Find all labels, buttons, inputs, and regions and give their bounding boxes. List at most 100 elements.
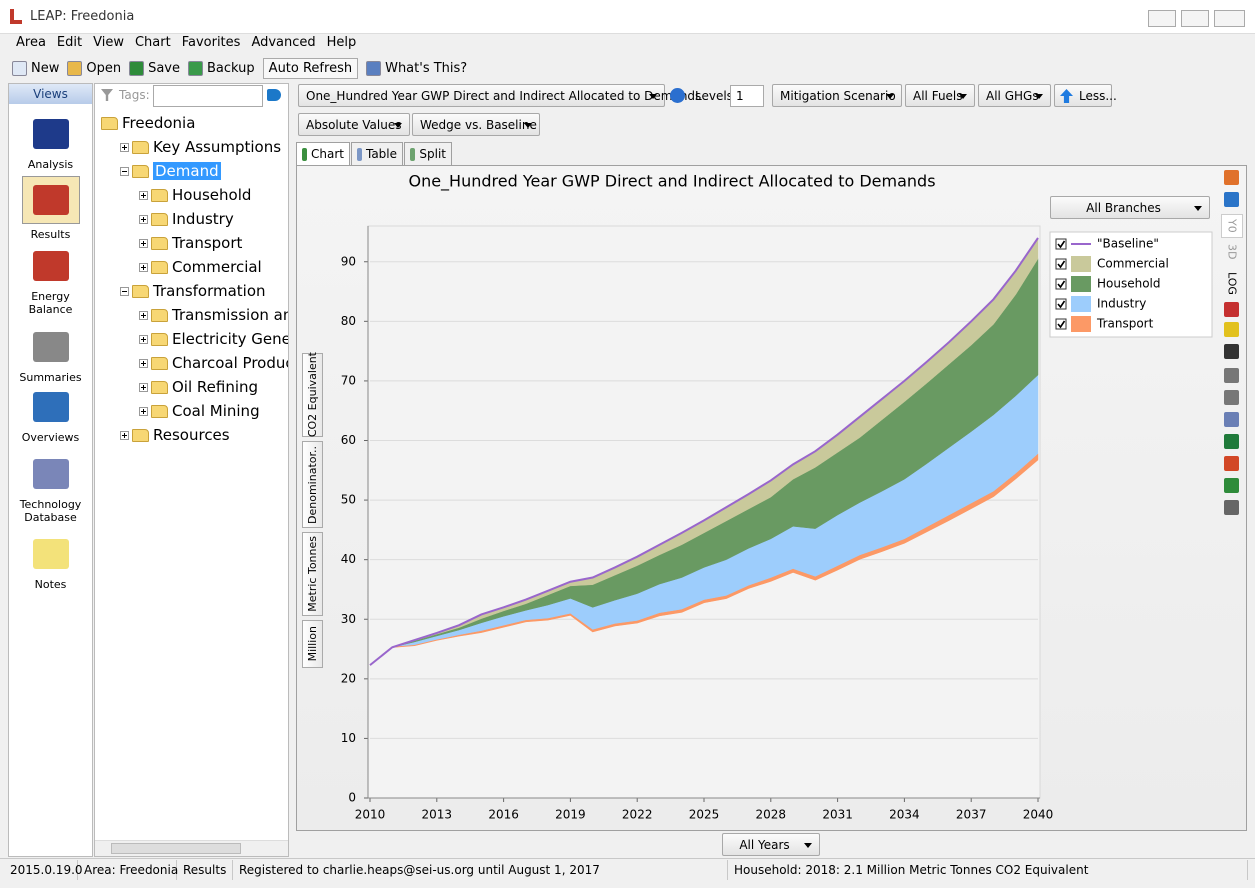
tags-input[interactable] (153, 85, 263, 107)
minimize-button[interactable] (1148, 10, 1176, 27)
expand-box[interactable] (139, 359, 148, 368)
tool-icon[interactable] (1224, 434, 1239, 449)
fuels-dropdown[interactable]: All Fuels (905, 84, 975, 107)
tool-icon[interactable] (1224, 478, 1239, 493)
expand-box[interactable] (139, 191, 148, 200)
x-tick-label: 2040 (1023, 808, 1054, 822)
help-icon[interactable] (670, 88, 685, 103)
scenario-dropdown[interactable]: Mitigation Scenario (772, 84, 902, 107)
expand-box[interactable] (139, 239, 148, 248)
comparison-dropdown[interactable]: Wedge vs. Baseline (412, 113, 540, 136)
tool-icon[interactable] (1224, 192, 1239, 207)
menu-item[interactable]: Help (327, 35, 357, 53)
legend-label: Household (1097, 277, 1161, 291)
view-icon (28, 327, 74, 367)
tool-icon[interactable] (1224, 412, 1239, 427)
y-tick-label: 0 (348, 791, 356, 805)
x-tick-label: 2013 (422, 808, 453, 822)
view-item[interactable]: Analysis (11, 114, 90, 171)
tree-node[interactable]: Commercial (139, 256, 262, 278)
side-tool[interactable]: Y0 (1221, 214, 1243, 238)
tool-icon[interactable] (1224, 302, 1239, 317)
tool-icon[interactable] (1224, 344, 1239, 359)
axis-button[interactable]: Metric Tonnes (302, 532, 323, 616)
restore-button[interactable] (1181, 10, 1209, 27)
axis-button[interactable]: Denominator.. (302, 441, 323, 528)
expand-box[interactable] (120, 287, 129, 296)
toolbar-button[interactable]: Save (129, 61, 180, 76)
tree-node[interactable]: Household (139, 184, 251, 206)
menu-item[interactable]: Chart (135, 35, 171, 53)
toolbar-button[interactable]: Auto Refresh (263, 58, 358, 79)
tree-node[interactable]: Coal Mining (139, 400, 260, 422)
tree-node[interactable]: Freedonia (101, 112, 195, 134)
years-dropdown[interactable]: All Years (722, 833, 820, 856)
axis-button[interactable]: Million (302, 620, 323, 668)
view-label: Overviews (11, 431, 90, 444)
expand-box[interactable] (139, 263, 148, 272)
toolbar-button[interactable]: Backup (188, 61, 255, 76)
tag-icon[interactable] (267, 89, 281, 101)
tool-icon[interactable] (1224, 390, 1239, 405)
y-tick-label: 80 (341, 314, 356, 328)
view-item[interactable]: Notes (11, 534, 90, 591)
tool-icon[interactable] (1224, 170, 1239, 185)
tree-node[interactable]: Transmission and D (139, 304, 289, 326)
tree-node[interactable]: Demand (120, 160, 221, 182)
close-button[interactable] (1214, 10, 1245, 27)
variable-dropdown[interactable]: One_Hundred Year GWP Direct and Indirect… (298, 84, 665, 107)
view-item[interactable]: Overviews (11, 387, 90, 444)
menu-item[interactable]: Edit (57, 35, 82, 53)
toolbar-icon (129, 61, 144, 76)
tool-icon[interactable] (1224, 500, 1239, 515)
legend-label: Industry (1097, 297, 1146, 311)
tree-label: Oil Refining (172, 378, 258, 396)
side-tool[interactable]: 3D (1221, 240, 1243, 264)
expand-box[interactable] (139, 215, 148, 224)
menu-item[interactable]: Favorites (182, 35, 241, 53)
tool-icon[interactable] (1224, 456, 1239, 471)
tab[interactable]: Chart (296, 142, 350, 165)
expand-box[interactable] (139, 407, 148, 416)
toolbar-button[interactable]: What's This? (366, 61, 467, 76)
view-item[interactable]: Summaries (11, 327, 90, 384)
toolbar-button[interactable]: New (12, 61, 59, 76)
view-item[interactable]: Results (11, 176, 90, 241)
menu-item[interactable]: Advanced (251, 35, 315, 53)
levels-input[interactable]: 1 (730, 85, 764, 107)
menu-item[interactable]: Area (16, 35, 46, 53)
tool-icon[interactable] (1224, 322, 1239, 337)
axis-button-label: Million (306, 626, 319, 661)
ghgs-dropdown[interactable]: All GHGs (978, 84, 1051, 107)
values-dropdown[interactable]: Absolute Values (298, 113, 410, 136)
expand-box[interactable] (120, 167, 129, 176)
tab[interactable]: Split (404, 142, 452, 165)
scroll-thumb[interactable] (111, 843, 241, 854)
view-item[interactable]: Technology Database (11, 454, 90, 524)
expand-box[interactable] (120, 143, 129, 152)
toolbar-button[interactable]: Open (67, 61, 121, 76)
less-button[interactable]: Less... (1054, 84, 1112, 107)
side-tool[interactable]: LOG (1221, 268, 1243, 298)
tab-label: Chart (311, 147, 344, 161)
expand-box[interactable] (139, 311, 148, 320)
branch-dropdown[interactable]: All Branches (1050, 196, 1210, 219)
tab[interactable]: Table (351, 142, 403, 165)
expand-box[interactable] (139, 335, 148, 344)
tree-node[interactable]: Charcoal Productio (139, 352, 289, 374)
tree-node[interactable]: Industry (139, 208, 234, 230)
horizontal-scrollbar[interactable] (95, 840, 288, 856)
tree-node[interactable]: Oil Refining (139, 376, 258, 398)
expand-box[interactable] (139, 383, 148, 392)
tree-node[interactable]: Key Assumptions (120, 136, 281, 158)
axis-button[interactable]: CO2 Equivalent (302, 353, 323, 437)
tree-node[interactable]: Resources (120, 424, 230, 446)
tree-node[interactable]: Transformation (120, 280, 266, 302)
tree-node[interactable]: Electricity Generatio (139, 328, 289, 350)
menu-item[interactable]: View (93, 35, 124, 53)
expand-box[interactable] (120, 431, 129, 440)
view-item[interactable]: Energy Balance (11, 246, 90, 316)
filter-icon (101, 89, 113, 101)
tool-icon[interactable] (1224, 368, 1239, 383)
tree-node[interactable]: Transport (139, 232, 242, 254)
